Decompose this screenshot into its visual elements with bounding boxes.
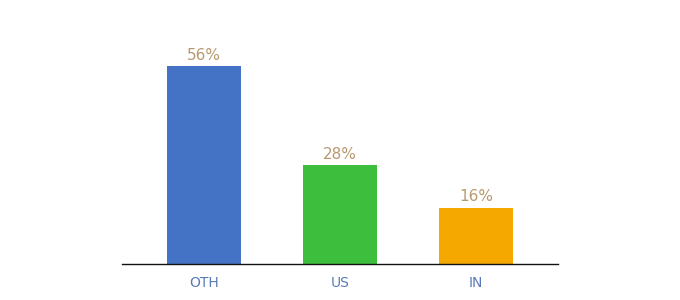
Bar xyxy=(303,165,377,264)
Bar xyxy=(439,208,513,264)
Bar xyxy=(167,66,241,264)
Text: 16%: 16% xyxy=(459,189,493,204)
Text: 56%: 56% xyxy=(187,48,221,63)
Text: 28%: 28% xyxy=(323,147,357,162)
